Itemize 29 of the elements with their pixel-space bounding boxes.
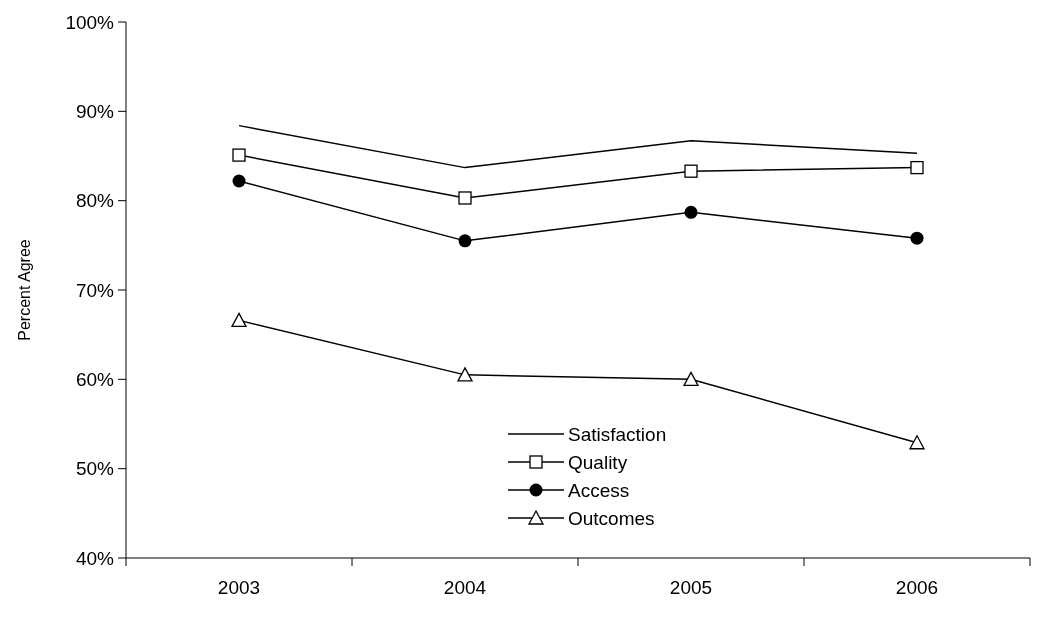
x-tick-label: 2003 (217, 577, 261, 598)
line-series (238, 124, 918, 169)
point (232, 148, 246, 162)
point (232, 174, 246, 188)
x-tick-label: 2005 (669, 577, 713, 598)
point (458, 191, 472, 205)
point (684, 205, 698, 219)
x-tick-label: 2006 (895, 577, 939, 598)
y-tick-label: 80% (75, 190, 115, 212)
legend-label: Outcomes (568, 507, 655, 529)
legend-label: Satisfaction (568, 423, 667, 445)
y-tick-label: 90% (75, 100, 115, 122)
legend-label: Quality (568, 451, 628, 473)
y-tick-label: 100% (65, 11, 115, 33)
point (231, 312, 247, 328)
y-tick-label: 40% (75, 547, 115, 569)
point (684, 164, 698, 178)
legend-label: Access (568, 479, 630, 501)
point (458, 234, 472, 248)
point (910, 160, 924, 175)
y-tick-label: 70% (75, 279, 115, 301)
point (909, 435, 925, 450)
point (910, 231, 924, 245)
y-tick-label: 50% (75, 458, 115, 480)
y-axis-title: Percent Agree (16, 239, 33, 341)
point (683, 371, 699, 386)
y-tick-label: 60% (75, 368, 115, 390)
x-tick-label: 2004 (443, 577, 487, 598)
point (457, 367, 473, 382)
